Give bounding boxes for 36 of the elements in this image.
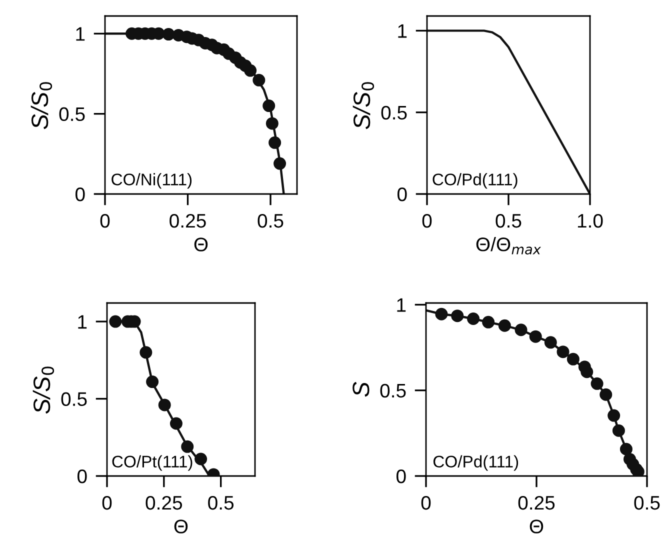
x-tick-label: 0.25 <box>146 496 182 510</box>
x-axis-title: Θ <box>194 238 208 252</box>
annotation: CO/Ni(111) <box>112 173 192 189</box>
y-tick-label: 0.5 <box>380 384 406 398</box>
y-axis-title: S/S$_{0}$ <box>32 366 54 414</box>
y-tick-label: 1 <box>397 298 406 312</box>
y-tick-label: 0.5 <box>61 392 87 406</box>
x-tick-label: 0.5 <box>496 214 522 228</box>
y-tick-label: 0 <box>78 469 87 484</box>
annotation: CO/Pd(111) <box>432 173 518 189</box>
y-tick-label: 1 <box>78 315 87 329</box>
annotation: CO/Pt(111) <box>112 455 192 471</box>
x-tick-label: 0.5 <box>208 496 234 510</box>
x-tick-label: 0.25 <box>170 214 206 228</box>
x-tick-label: 0.5 <box>258 214 284 228</box>
y-axis-title: S/S$_{0}$ <box>30 82 52 130</box>
x-tick-label: 0.25 <box>518 496 555 510</box>
x-tick-label: 0 <box>100 214 110 228</box>
x-axis-title: Θ <box>530 520 544 534</box>
y-tick-label: 0.5 <box>59 107 85 122</box>
x-tick-label: 0.5 <box>634 496 660 510</box>
x-tick-label: 0 <box>421 496 431 510</box>
y-axis-title: S/S$_{0}$ <box>352 82 374 130</box>
annotation: CO/Pd(111) <box>433 455 518 471</box>
x-tick-label: 1.0 <box>578 214 603 228</box>
y-tick-label: 1 <box>398 24 407 38</box>
x-tick-label: 0 <box>102 496 112 510</box>
y-tick-label: 0 <box>76 187 85 202</box>
x-tick-label: 0 <box>422 214 432 228</box>
y-axis-title: S <box>352 382 370 397</box>
x-axis-title: Θ <box>174 520 188 534</box>
y-tick-label: 0.5 <box>381 106 407 120</box>
y-tick-label: 1 <box>76 27 85 41</box>
x-axis-title: Θ/Θ$_{max}$ <box>476 237 542 254</box>
y-tick-label: 0 <box>396 469 406 484</box>
y-tick-label: 0 <box>398 187 407 202</box>
